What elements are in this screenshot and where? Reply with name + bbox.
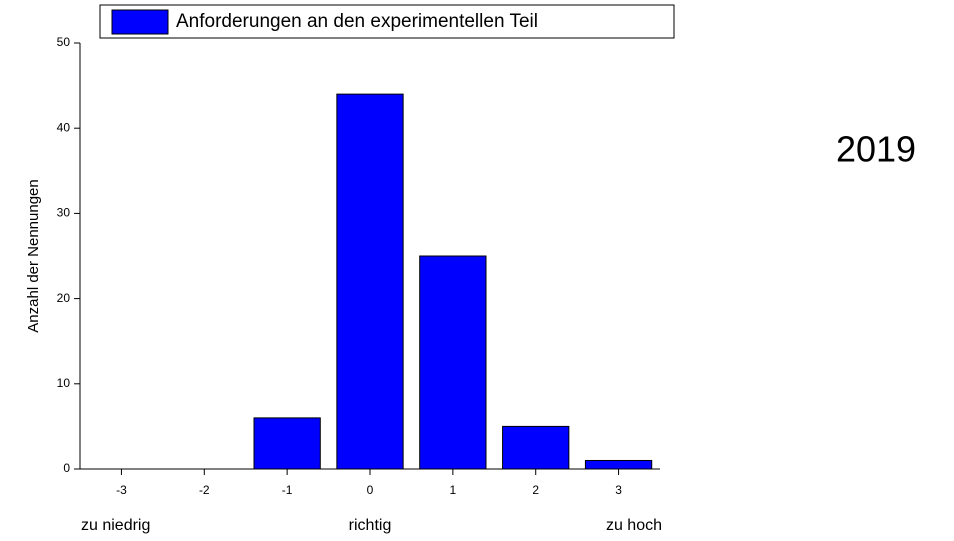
- bar: [336, 93, 404, 470]
- x-tick-label: 2: [532, 483, 539, 497]
- legend-swatch: [111, 9, 169, 35]
- x-tick-label: -1: [282, 483, 293, 497]
- bar: [502, 425, 570, 470]
- legend-label: Anforderungen an den experimentellen Tei…: [176, 11, 538, 32]
- x-tick-label: -3: [116, 483, 127, 497]
- y-axis-label: Anzahl der Nennungen: [25, 179, 42, 332]
- y-tick-label: 30: [57, 206, 71, 220]
- x-tick-label: -2: [199, 483, 210, 497]
- x-tick-label: 1: [450, 483, 457, 497]
- y-tick-label: 50: [57, 35, 71, 49]
- annotation: richtig: [349, 517, 392, 534]
- annotation: 2019: [836, 129, 916, 170]
- y-tick-label: 20: [57, 291, 71, 305]
- annotation: zu hoch: [606, 517, 662, 534]
- bar: [419, 255, 487, 470]
- bar: [584, 459, 653, 470]
- y-tick-label: 0: [63, 461, 70, 475]
- annotation: zu niedrig: [81, 517, 150, 534]
- x-tick-label: 3: [615, 483, 622, 497]
- legend-box: [99, 4, 675, 39]
- y-tick-label: 40: [57, 120, 71, 134]
- bar: [253, 417, 321, 470]
- y-tick-label: 10: [57, 376, 71, 390]
- x-tick-label: 0: [367, 483, 374, 497]
